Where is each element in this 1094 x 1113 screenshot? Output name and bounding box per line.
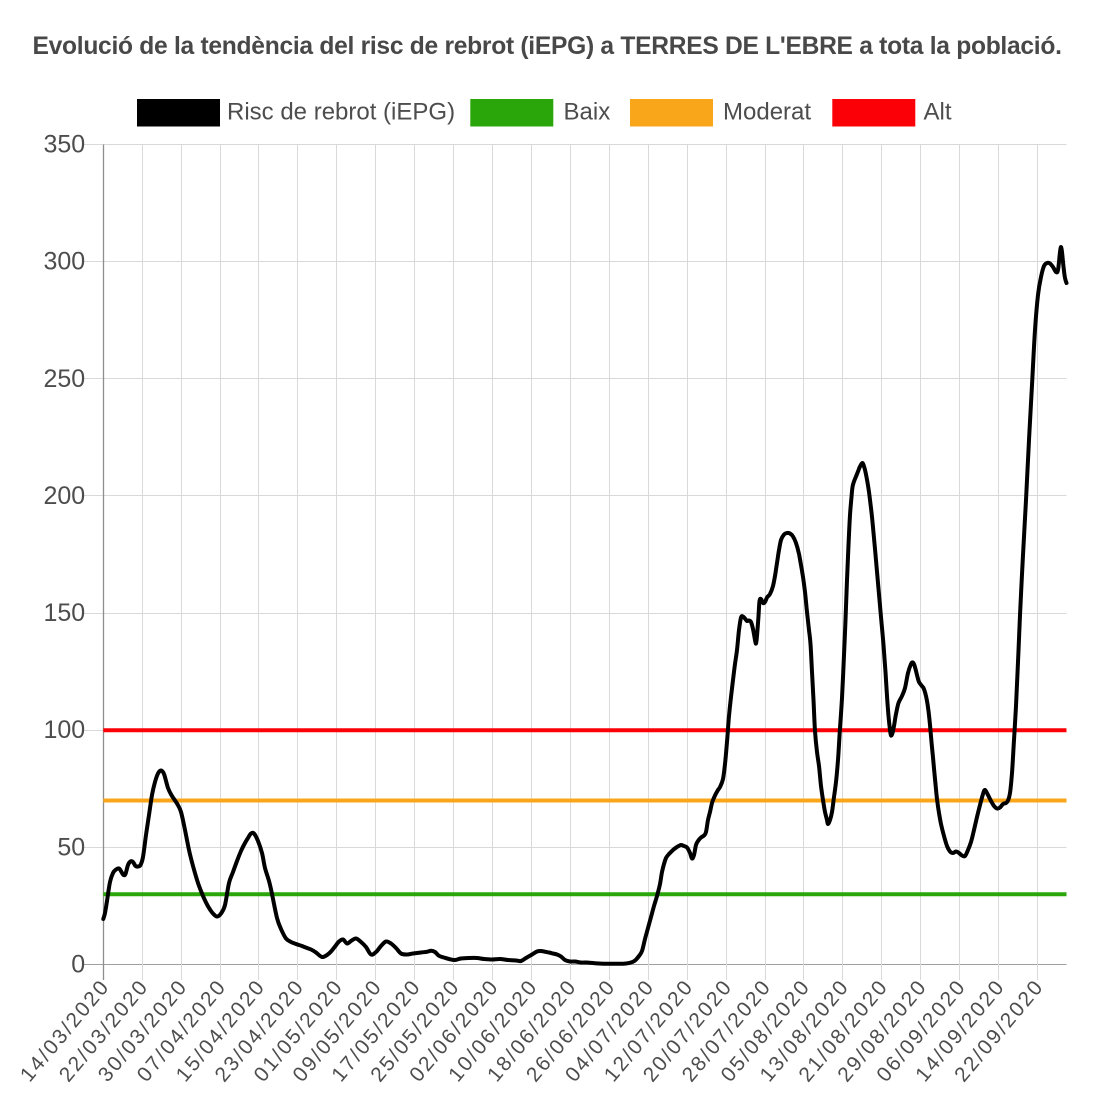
svg-text:0: 0 — [71, 951, 85, 979]
svg-text:Moderat: Moderat — [723, 99, 811, 126]
svg-text:Alt: Alt — [924, 99, 952, 126]
svg-text:Risc de rebrot (iEPG): Risc de rebrot (iEPG) — [227, 99, 455, 126]
svg-text:Evolució de la tendència del r: Evolució de la tendència del risc de reb… — [33, 33, 1062, 60]
svg-text:350: 350 — [43, 131, 85, 159]
svg-text:100: 100 — [43, 716, 85, 744]
svg-text:250: 250 — [43, 365, 85, 393]
svg-text:150: 150 — [43, 599, 85, 627]
svg-text:300: 300 — [43, 248, 85, 276]
svg-text:Baix: Baix — [564, 99, 611, 126]
svg-text:50: 50 — [57, 833, 85, 861]
svg-text:200: 200 — [43, 482, 85, 510]
